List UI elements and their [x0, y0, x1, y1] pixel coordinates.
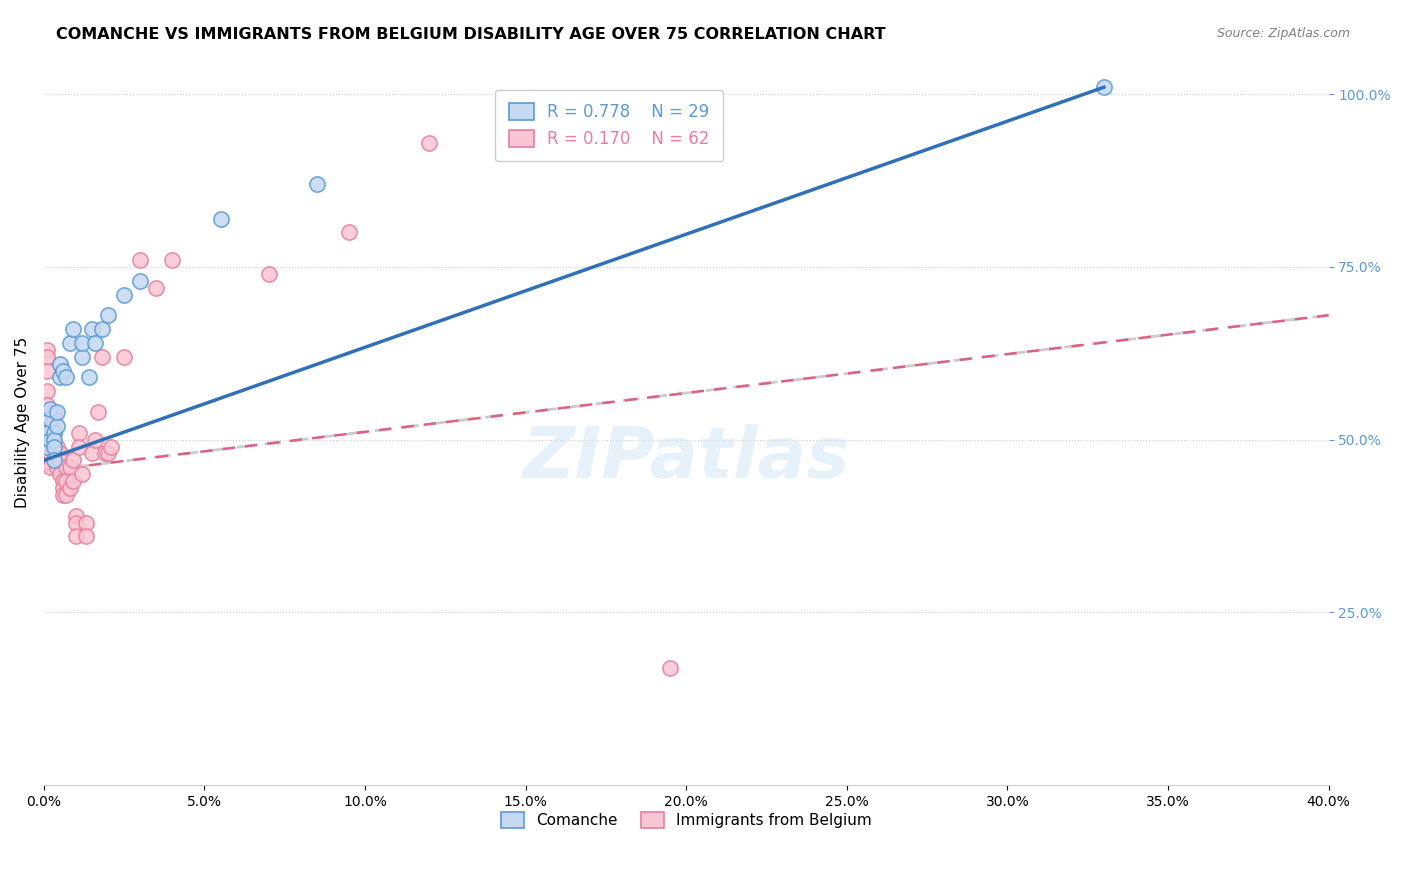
Point: [67, 440, 90, 454]
Point: [39, 433, 62, 447]
Point: [65, 516, 87, 530]
Point: [42, 453, 65, 467]
Point: [129, 252, 152, 267]
Point: [72, 350, 94, 364]
Point: [58, 460, 80, 475]
Point: [90, 322, 112, 336]
Point: [55, 474, 77, 488]
Point: [72, 335, 94, 350]
Point: [52, 481, 75, 495]
Point: [97, 446, 120, 460]
Point: [80, 322, 103, 336]
Legend: Comanche, Immigrants from Belgium: Comanche, Immigrants from Belgium: [494, 805, 879, 836]
Point: [67, 425, 90, 440]
Point: [62, 474, 84, 488]
Point: [72, 467, 94, 482]
Point: [35, 453, 58, 467]
Point: [129, 274, 152, 288]
Point: [35, 412, 58, 426]
Point: [45, 440, 67, 454]
Point: [87, 405, 110, 419]
Point: [35, 398, 58, 412]
Point: [35, 343, 58, 357]
Point: [32, 446, 55, 460]
Text: ZIPatlas: ZIPatlas: [523, 424, 851, 493]
Point: [42, 412, 65, 426]
Point: [58, 481, 80, 495]
Point: [45, 418, 67, 433]
Point: [52, 488, 75, 502]
Point: [42, 440, 65, 454]
Point: [49, 467, 72, 482]
Point: [55, 488, 77, 502]
Point: [90, 350, 112, 364]
Point: [42, 440, 65, 454]
Point: [162, 252, 184, 267]
Point: [75, 529, 97, 543]
Point: [35, 425, 58, 440]
Point: [55, 370, 77, 384]
Point: [39, 433, 62, 447]
Point: [42, 425, 65, 440]
Point: [35, 440, 58, 454]
Point: [42, 425, 65, 440]
Point: [337, 225, 360, 239]
Point: [100, 440, 122, 454]
Point: [42, 433, 65, 447]
Point: [65, 529, 87, 543]
Point: [39, 425, 62, 440]
Point: [39, 412, 62, 426]
Point: [52, 363, 75, 377]
Point: [49, 357, 72, 371]
Point: [1092, 80, 1115, 95]
Point: [112, 350, 135, 364]
Point: [35, 425, 58, 440]
Y-axis label: Disability Age Over 75: Disability Age Over 75: [15, 336, 30, 508]
Point: [62, 322, 84, 336]
Point: [55, 460, 77, 475]
Point: [112, 287, 135, 301]
Point: [77, 370, 100, 384]
Point: [45, 460, 67, 475]
Point: [305, 177, 328, 191]
Point: [35, 350, 58, 364]
Point: [49, 453, 72, 467]
Point: [97, 308, 120, 322]
Point: [209, 211, 232, 226]
Point: [35, 433, 58, 447]
Text: COMANCHE VS IMMIGRANTS FROM BELGIUM DISABILITY AGE OVER 75 CORRELATION CHART: COMANCHE VS IMMIGRANTS FROM BELGIUM DISA…: [56, 27, 886, 42]
Point: [39, 446, 62, 460]
Point: [35, 363, 58, 377]
Point: [84, 433, 107, 447]
Point: [94, 446, 117, 460]
Point: [75, 516, 97, 530]
Point: [39, 440, 62, 454]
Point: [80, 446, 103, 460]
Point: [42, 405, 65, 419]
Point: [418, 136, 440, 150]
Point: [49, 370, 72, 384]
Point: [45, 446, 67, 460]
Point: [39, 401, 62, 416]
Point: [49, 446, 72, 460]
Point: [39, 418, 62, 433]
Point: [257, 267, 280, 281]
Point: [58, 335, 80, 350]
Point: [35, 440, 58, 454]
Point: [145, 280, 167, 294]
Point: [62, 453, 84, 467]
Point: [45, 405, 67, 419]
Point: [65, 508, 87, 523]
Point: [52, 474, 75, 488]
Point: [39, 412, 62, 426]
Point: [35, 384, 58, 399]
Point: [659, 660, 682, 674]
Point: [39, 460, 62, 475]
Text: Source: ZipAtlas.com: Source: ZipAtlas.com: [1216, 27, 1350, 40]
Point: [32, 433, 55, 447]
Point: [84, 335, 107, 350]
